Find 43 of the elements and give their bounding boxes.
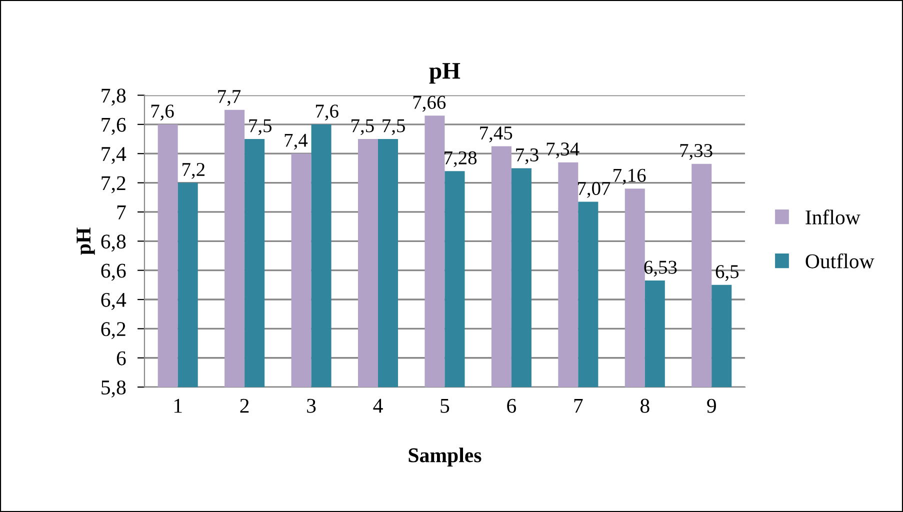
- data-label: 7,16: [614, 168, 646, 185]
- x-tick-label: 2: [240, 398, 249, 413]
- y-axis-title: pH: [76, 228, 95, 255]
- x-tick-label: 4: [373, 398, 383, 413]
- data-label: 6,53: [644, 260, 677, 277]
- data-label: 7,07: [578, 182, 610, 198]
- data-label: 7,6: [151, 104, 174, 120]
- y-tick-label: 6,2: [101, 322, 126, 340]
- x-tick-label: 7: [574, 398, 583, 413]
- data-label: 7,28: [444, 151, 477, 168]
- x-tick-label: 9: [707, 398, 716, 413]
- y-tick-label: 7,6: [102, 118, 126, 135]
- x-axis-title: Samples: [408, 448, 482, 467]
- data-label: 7,5: [249, 119, 272, 136]
- data-label: 7,33: [680, 144, 712, 160]
- x-tick-label: 3: [307, 398, 316, 413]
- y-tick-label: 7,2: [102, 176, 126, 194]
- data-label: 7,6: [316, 104, 338, 120]
- x-tick-label: 8: [640, 398, 650, 413]
- x-tick-label: 6: [507, 398, 516, 413]
- x-tick-label: 5: [440, 398, 450, 413]
- y-tick-label: 6,4: [101, 292, 126, 310]
- y-tick-label: 6,6: [101, 264, 126, 281]
- x-tick-label: 1: [174, 398, 182, 413]
- data-label: 7,4: [284, 134, 308, 150]
- data-label: 6,5: [716, 265, 739, 281]
- legend-label: Outflow: [806, 253, 874, 268]
- data-label: 7,3: [516, 148, 538, 164]
- data-label: 7,5: [382, 119, 405, 136]
- y-tick-label: 7,8: [102, 88, 126, 106]
- chart-title: pH: [429, 63, 460, 84]
- y-tick-label: 6: [116, 351, 126, 366]
- data-label: 7,66: [413, 96, 446, 112]
- data-label: 7,5: [352, 119, 374, 136]
- y-tick-label: 7: [117, 206, 126, 220]
- y-tick-label: 6,8: [101, 234, 126, 252]
- data-label: 7,45: [480, 126, 512, 142]
- legend-label: Inflow: [806, 210, 860, 224]
- y-tick-label: 5,8: [102, 380, 126, 398]
- y-tick-label: 7,4: [102, 147, 126, 164]
- data-label: 7,34: [546, 142, 580, 158]
- data-label: 7,7: [218, 90, 241, 106]
- data-label: 7,2: [182, 162, 204, 179]
